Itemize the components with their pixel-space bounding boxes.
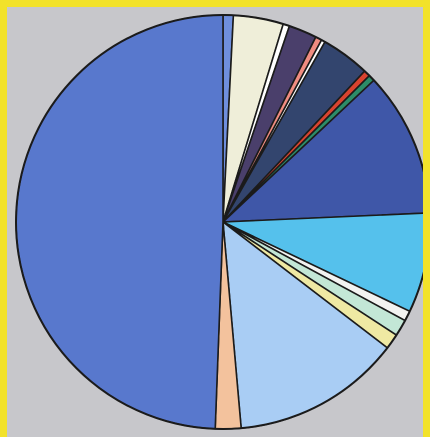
pie-chart bbox=[15, 14, 423, 430]
pie-slices bbox=[15, 14, 423, 430]
pie-slice-17 bbox=[15, 14, 224, 430]
chart-panel bbox=[7, 7, 423, 437]
pie-outline bbox=[15, 14, 423, 430]
